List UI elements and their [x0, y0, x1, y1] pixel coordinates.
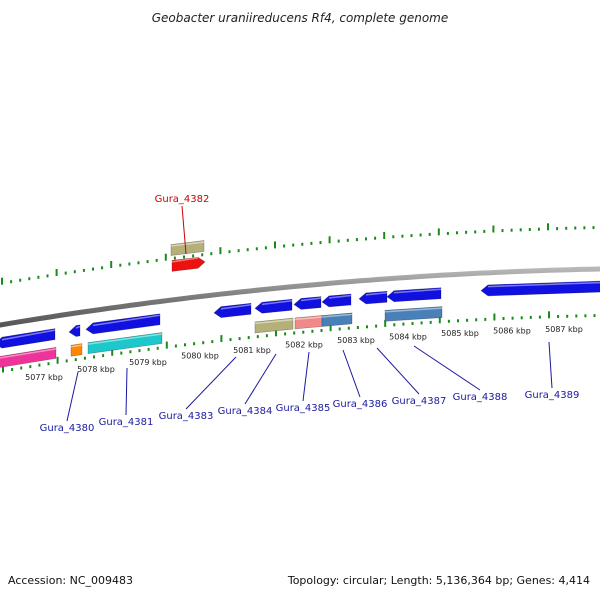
outer-tick-ring [1, 223, 595, 285]
feature-highlight [0, 348, 57, 359]
gene-label[interactable]: Gura_4380 [40, 423, 95, 434]
gene-feature[interactable] [68, 324, 81, 337]
scale-label: 5079 kbp [129, 358, 167, 367]
feature-highlight [384, 307, 443, 313]
gene-feature[interactable] [85, 313, 161, 335]
feature-highlight [1, 329, 56, 341]
gene-feature[interactable] [0, 328, 56, 349]
feature-highlight [171, 257, 199, 263]
label-leader-line [66, 371, 79, 422]
scale-label: 5080 kbp [181, 352, 219, 361]
feature-highlight [92, 314, 161, 327]
label-leader-line [376, 347, 420, 395]
feature-highlight [254, 318, 294, 325]
feature-highlight [393, 288, 442, 294]
gene-label[interactable]: Gura_4381 [99, 417, 154, 428]
gene-feature[interactable] [87, 332, 163, 354]
genome-backbone [0, 266, 600, 328]
label-leader-line [413, 345, 481, 391]
gene-label[interactable]: Gura_4389 [525, 390, 580, 401]
label-leader-line [342, 349, 361, 398]
gene-label[interactable]: Gura_4383 [159, 411, 214, 422]
genome-summary-text: Topology: circular; Length: 5,136,364 bp… [287, 574, 590, 587]
label-leader-line [185, 356, 237, 410]
map-title: Geobacter uraniireducens Rf4, complete g… [152, 11, 449, 25]
gene-feature[interactable] [321, 293, 352, 308]
scale-label: 5085 kbp [441, 329, 479, 338]
feature-highlight [75, 325, 81, 329]
gene-label[interactable]: Gura_4386 [333, 399, 388, 410]
accession-text: Accession: NC_009483 [8, 574, 134, 587]
scale-label: 5082 kbp [285, 341, 323, 350]
gene-feature[interactable] [171, 256, 206, 272]
gene-feature[interactable] [386, 287, 442, 303]
gene-label[interactable]: Gura_4388 [453, 392, 508, 403]
scale-label: 5086 kbp [493, 327, 531, 336]
label-leader-line [244, 353, 277, 405]
feature-highlight [328, 294, 352, 299]
scale-label: 5081 kbp [233, 346, 271, 355]
scale-label: 5077 kbp [25, 373, 63, 382]
label-leader-line [548, 341, 553, 389]
gene-feature[interactable] [254, 317, 294, 334]
feature-highlight [321, 313, 353, 318]
feature-highlight [87, 333, 163, 345]
label-leader-line [181, 205, 187, 255]
scale-label: 5084 kbp [389, 332, 427, 341]
feature-highlight [300, 297, 322, 302]
feature-highlight [261, 299, 293, 306]
gene-feature[interactable] [254, 298, 293, 314]
gene-labels: Gura_4380 Gura_4381 Gura_4382 Gura_4383 Gura… [40, 194, 580, 434]
gene-feature[interactable] [0, 347, 57, 368]
feature-highlight [70, 344, 83, 348]
gene-feature[interactable] [213, 302, 252, 318]
gene-label[interactable]: Gura_4387 [392, 396, 447, 407]
gene-feature[interactable] [170, 240, 205, 256]
feature-highlight [220, 304, 252, 310]
label-leader-line [302, 351, 310, 402]
gene-label[interactable]: Gura_4384 [218, 406, 273, 417]
feature-highlight [170, 241, 205, 247]
gene-feature[interactable] [358, 290, 388, 305]
gene-feature[interactable] [321, 312, 353, 327]
scale-label: 5087 kbp [545, 325, 583, 334]
gene-label[interactable]: Gura_4382 [155, 194, 210, 205]
label-leader-line [125, 367, 128, 416]
gene-features [0, 240, 600, 368]
feature-highlight [487, 281, 600, 288]
feature-highlight [294, 316, 323, 321]
scale-label: 5078 kbp [77, 365, 115, 374]
gene-label[interactable]: Gura_4385 [276, 403, 331, 414]
gene-feature[interactable] [480, 280, 600, 297]
scale-labels: 5077 kbp 5078 kbp 5079 kbp 5080 kbp 5081 kbp… [25, 325, 583, 382]
feature-highlight [365, 292, 388, 296]
gene-feature[interactable] [384, 306, 443, 322]
gene-feature[interactable] [293, 296, 322, 310]
gene-feature[interactable] [70, 343, 83, 357]
scale-label: 5083 kbp [337, 336, 375, 345]
